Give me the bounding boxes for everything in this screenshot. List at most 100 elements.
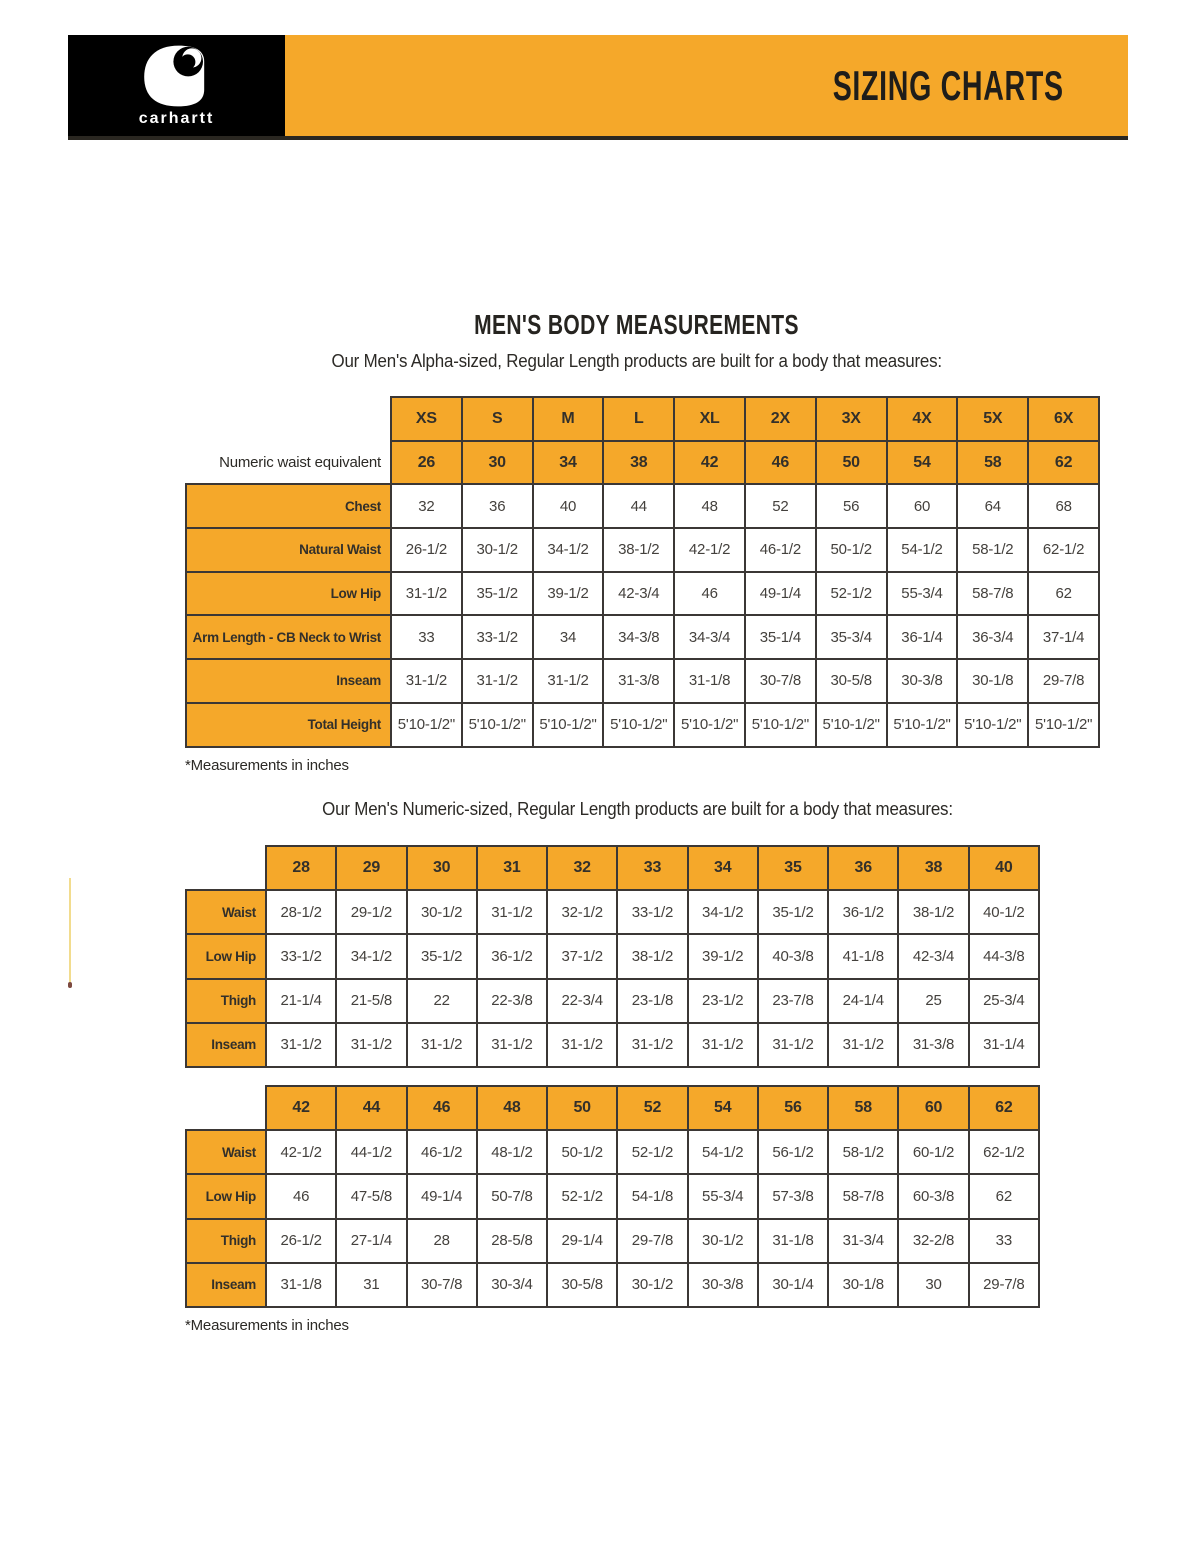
measurement-row: Total Height 5'10-1/2" 5'10-1/2" 5'10-1/2" 5…	[185, 701, 1100, 748]
value-cell: 35-1/2	[460, 570, 534, 617]
value-cell: 5'10-1/2"	[531, 701, 605, 748]
value-cell: 31-1/4	[967, 1021, 1041, 1068]
size-header-cell: 48	[475, 1084, 549, 1132]
value-cell: 28-1/2	[264, 889, 338, 936]
measurement-row: Natural Waist 26-1/2 30-1/2 34-1/2 38-1/2 42-…	[185, 527, 1100, 573]
row-label-cell: Inseam	[185, 1261, 267, 1308]
measurement-row: Chest 32 36 40 44 48 52 56 60 64 68	[185, 483, 1100, 530]
value-cell: 30-1/8	[956, 658, 1030, 704]
value-cell: 33-1/2	[460, 614, 534, 661]
value-cell: 52-1/2	[616, 1129, 689, 1176]
value-cell: 48-1/2	[475, 1129, 549, 1176]
measurement-row: Inseam 31-1/2 31-1/2 31-1/2 31-3/8 31-1/8 30-7…	[185, 658, 1100, 704]
measurement-row: Waist 42-1/2 44-1/2 46-1/2 48-1/2 50-1/2 52-1/…	[185, 1129, 1041, 1176]
value-cell: 31-1/2	[264, 1021, 338, 1068]
value-cell: 32	[390, 483, 463, 530]
value-cell: 44-1/2	[335, 1129, 408, 1176]
value-cell: 26-1/2	[264, 1217, 338, 1264]
waist-equivalent-cell: 38	[602, 439, 676, 486]
value-cell: 68	[1027, 483, 1100, 530]
size-header-cell: 32	[546, 844, 619, 892]
value-cell: 44	[602, 483, 676, 530]
value-cell: 56	[814, 483, 888, 530]
value-cell: 34	[531, 614, 605, 661]
page-header: carhartt SIZING CHARTS	[68, 35, 1128, 140]
value-cell: 23-7/8	[756, 977, 830, 1024]
value-cell: 54-1/2	[885, 527, 959, 573]
value-cell: 31-1/2	[390, 658, 463, 704]
row-label-cell: Low Hip	[185, 1173, 267, 1220]
size-header-cell: 30	[405, 844, 478, 892]
size-header-cell: 60	[897, 1084, 970, 1132]
value-cell: 31-1/2	[475, 889, 549, 936]
value-cell: 31-1/2	[616, 1021, 689, 1068]
value-cell: 30-1/2	[616, 1261, 689, 1308]
size-header-cell: 38	[897, 844, 970, 892]
value-cell: 38-1/2	[616, 933, 689, 980]
value-cell: 57-3/8	[756, 1173, 830, 1220]
size-header-cell: 62	[967, 1084, 1041, 1132]
value-cell: 47-5/8	[335, 1173, 408, 1220]
value-cell: 32-1/2	[546, 889, 619, 936]
measurement-row: Arm Length - CB Neck to Wrist 33 33-1/2 34 3…	[185, 614, 1100, 661]
waist-equivalent-cell: 34	[531, 439, 605, 486]
size-header-cell: M	[531, 396, 605, 442]
value-cell: 31-1/8	[673, 658, 746, 704]
size-header-cell: 46	[405, 1084, 478, 1132]
row-label-cell: Thigh	[185, 977, 267, 1024]
row-label-cell: Chest	[185, 483, 392, 530]
value-cell: 31-1/2	[546, 1021, 619, 1068]
gold-banner: SIZING CHARTS	[285, 35, 1128, 136]
waist-equivalent-cell: 42	[673, 439, 746, 486]
value-cell: 5'10-1/2"	[602, 701, 676, 748]
value-cell: 29-7/8	[616, 1217, 689, 1264]
size-header-cell: 4X	[885, 396, 959, 442]
scan-artifact-dot	[68, 982, 72, 988]
value-cell: 26-1/2	[390, 527, 463, 573]
measurement-row: Thigh 26-1/2 27-1/4 28 28-5/8 29-1/4 29-7/8 30-…	[185, 1217, 1041, 1264]
value-cell: 40-3/8	[756, 933, 830, 980]
waist-equivalent-row: Numeric waist equivalent 26 30 34 38 42 46 50 54…	[186, 439, 1100, 486]
value-cell: 36-1/2	[475, 933, 549, 980]
value-cell: 23-1/8	[616, 977, 689, 1024]
value-cell: 30-1/2	[460, 527, 534, 573]
value-cell: 49-1/4	[405, 1173, 478, 1220]
size-header-row: XS S M L XL 2X 3X 4X 5X 6X	[186, 396, 1100, 442]
size-header-cell: 42	[264, 1084, 338, 1132]
value-cell: 36-1/4	[885, 614, 959, 661]
value-cell: 31-1/2	[531, 658, 605, 704]
value-cell: 46-1/2	[405, 1129, 478, 1176]
size-header-cell: 28	[264, 844, 338, 892]
value-cell: 64	[956, 483, 1030, 530]
size-header-cell: 2X	[743, 396, 817, 442]
alpha-subtitle: Our Men's Alpha-sized, Regular Length pr…	[331, 351, 943, 371]
measurement-row: Inseam 31-1/8 31 30-7/8 30-3/4 30-5/8 30-1/2 30…	[185, 1261, 1041, 1308]
value-cell: 5'10-1/2"	[956, 701, 1030, 748]
row-label-cell: Inseam	[185, 658, 392, 704]
banner-title: SIZING CHARTS	[724, 64, 1064, 107]
value-cell: 46-1/2	[743, 527, 817, 573]
value-cell: 30-3/8	[885, 658, 959, 704]
value-cell: 25	[897, 977, 970, 1024]
value-cell: 31-1/2	[475, 1021, 549, 1068]
value-cell: 29-7/8	[967, 1261, 1041, 1308]
corner-cell	[186, 846, 266, 890]
measurement-row: Low Hip 46 47-5/8 49-1/4 50-7/8 52-1/2 54-1/8 5…	[185, 1173, 1041, 1220]
value-cell: 22-3/8	[475, 977, 549, 1024]
value-cell: 31-3/4	[827, 1217, 900, 1264]
size-header-cell: 34	[686, 844, 759, 892]
size-header-cell: L	[602, 396, 676, 442]
value-cell: 34-1/2	[686, 889, 759, 936]
value-cell: 60-1/2	[897, 1129, 970, 1176]
value-cell: 30-5/8	[814, 658, 888, 704]
value-cell: 54-1/8	[616, 1173, 689, 1220]
size-header-cell: 5X	[956, 396, 1030, 442]
value-cell: 58-1/2	[956, 527, 1030, 573]
row-label-cell: Low Hip	[185, 570, 392, 617]
size-header-cell: 31	[475, 844, 549, 892]
value-cell: 35-3/4	[814, 614, 888, 661]
value-cell: 60	[885, 483, 959, 530]
value-cell: 34-3/4	[673, 614, 746, 661]
size-header-cell: 54	[686, 1084, 759, 1132]
alpha-footnote: *Measurements in inches	[185, 757, 349, 774]
